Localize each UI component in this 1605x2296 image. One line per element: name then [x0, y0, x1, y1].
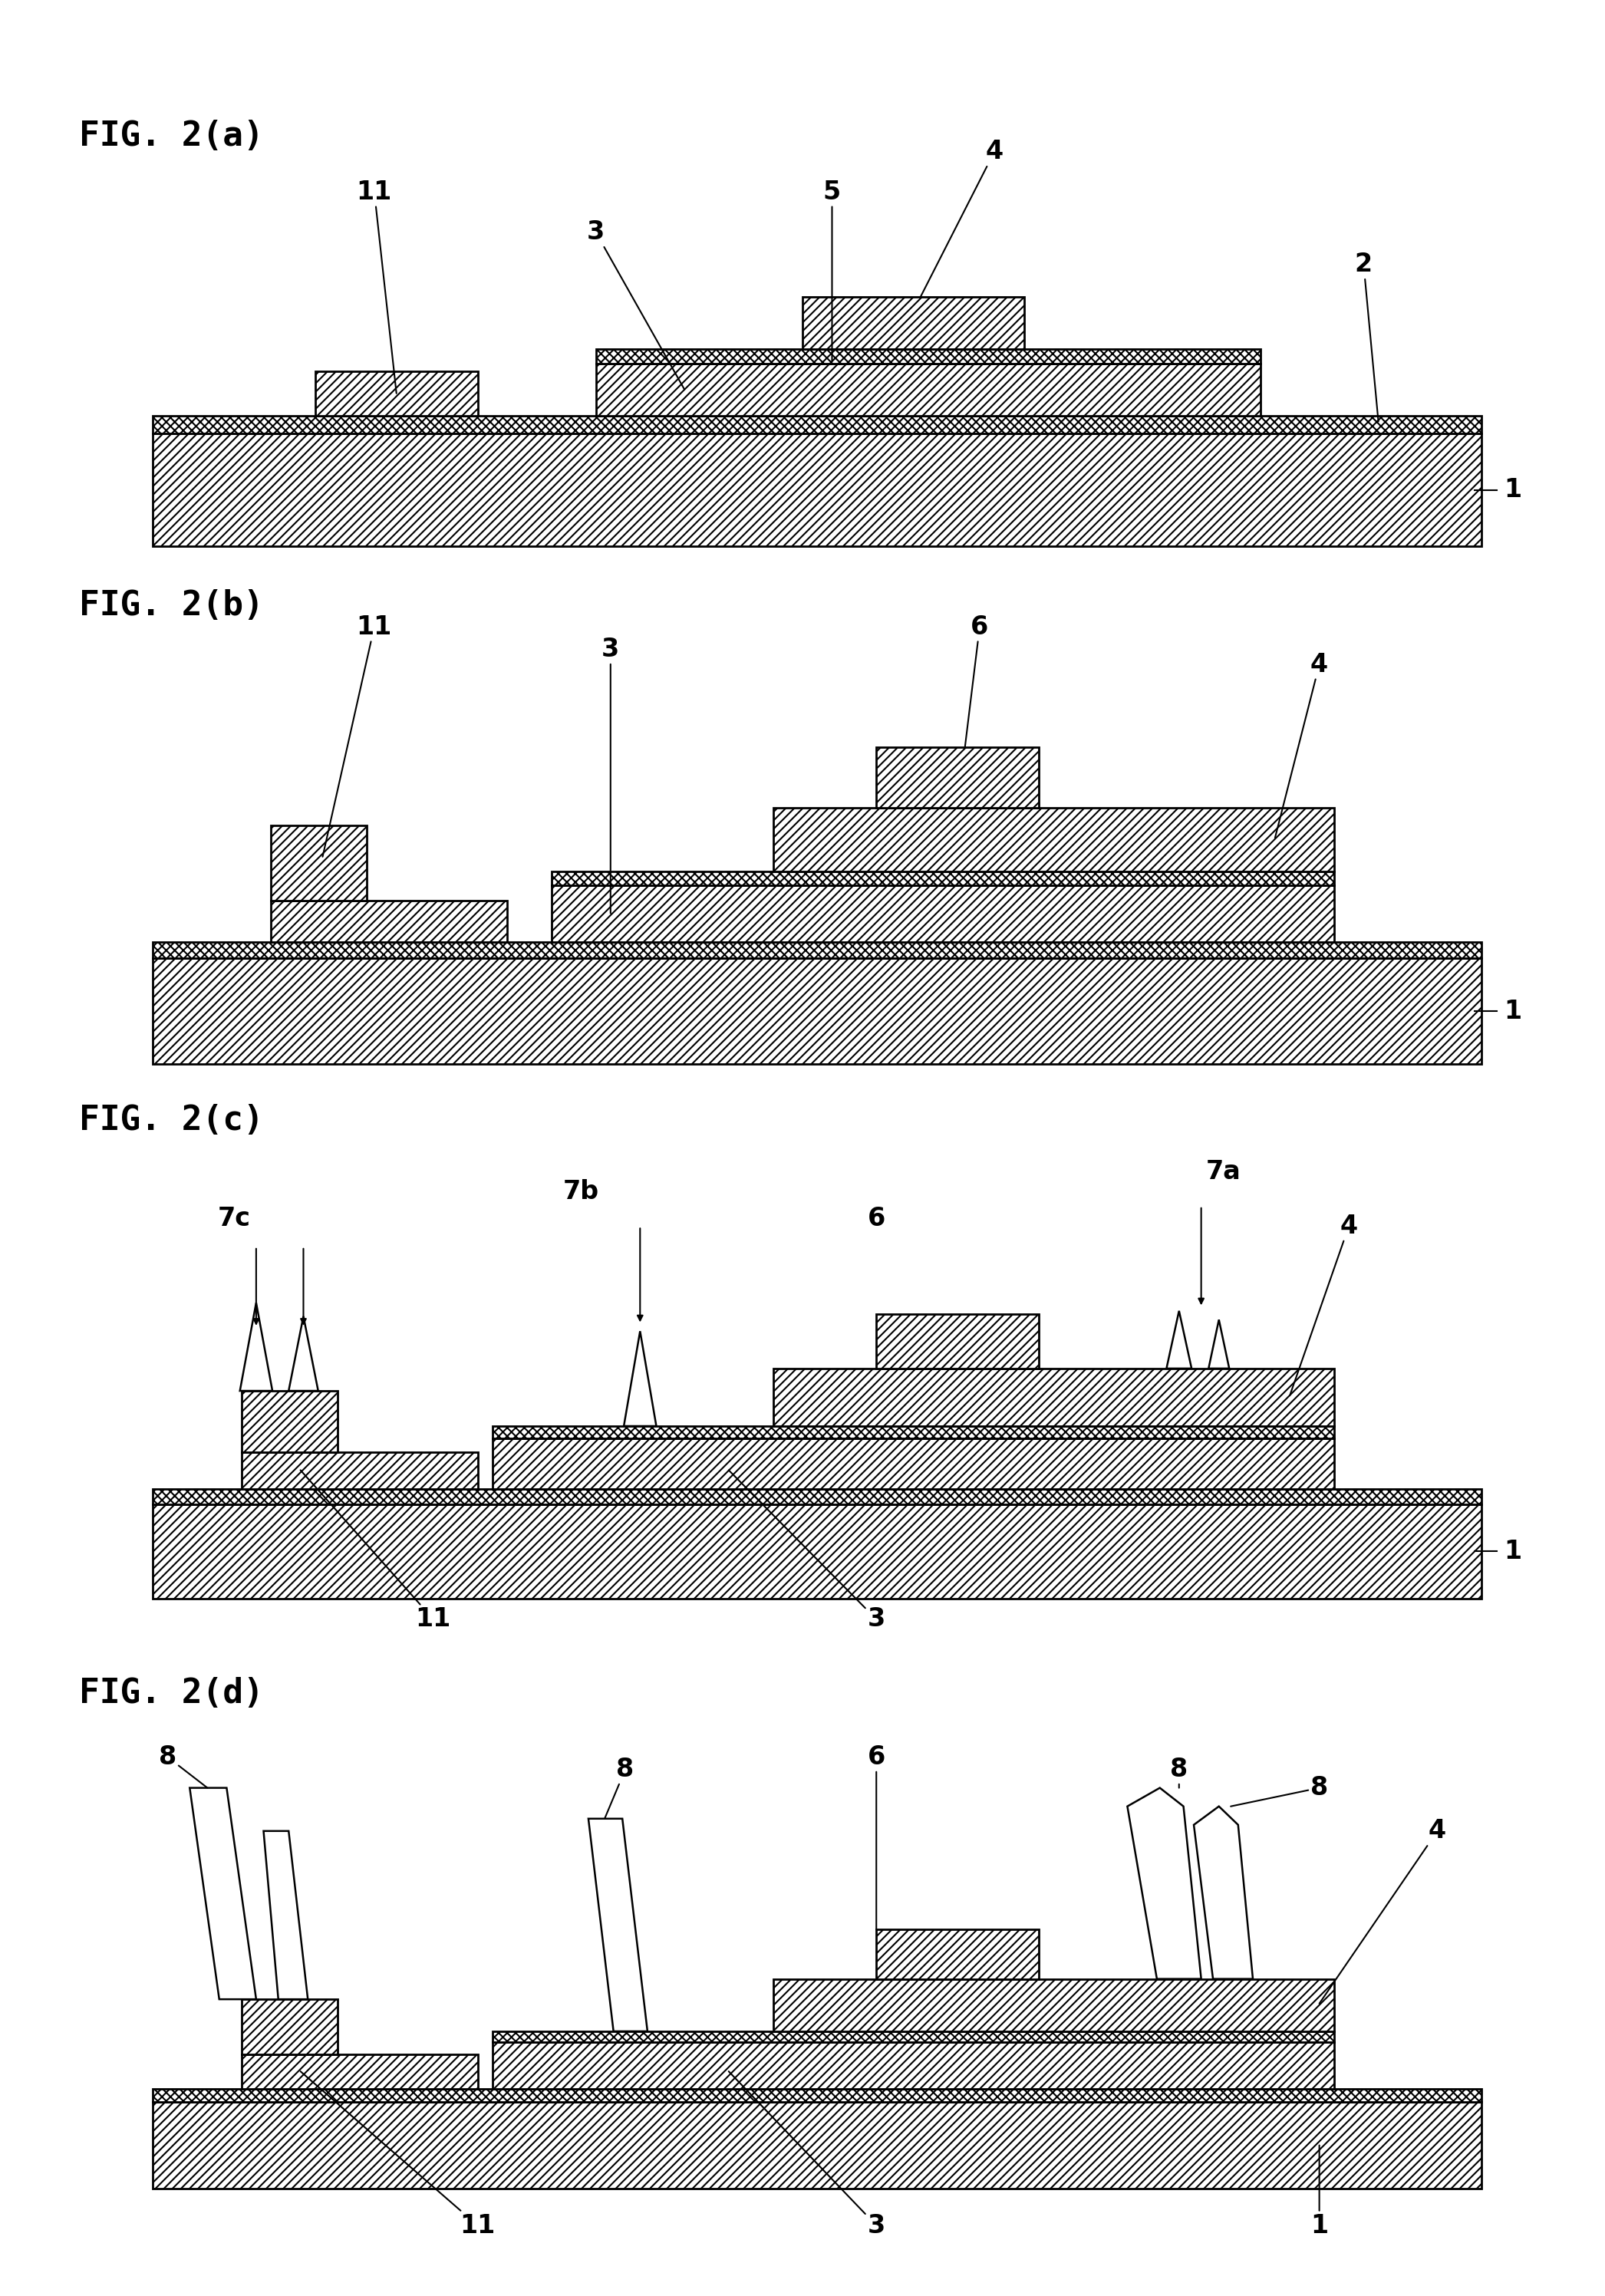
Text: 7a: 7a [1205, 1159, 1241, 1185]
Bar [552, 886, 1334, 941]
Text: 11: 11 [300, 2071, 496, 2239]
Bar [595, 349, 1260, 363]
Bar [493, 1426, 1334, 1437]
Text: FIG. 2(a): FIG. 2(a) [79, 119, 263, 152]
Text: 4: 4 [1274, 652, 1329, 838]
Bar [241, 1391, 337, 1451]
Bar [774, 1368, 1334, 1426]
Bar [152, 2103, 1481, 2188]
Bar [493, 2032, 1334, 2043]
Bar [152, 434, 1481, 546]
Bar [774, 808, 1334, 872]
Text: 6: 6 [965, 613, 989, 748]
Bar [152, 957, 1481, 1063]
Text: 8: 8 [605, 1756, 634, 1818]
Bar [315, 372, 478, 416]
Text: 3: 3 [729, 1469, 886, 1632]
Bar [774, 1979, 1334, 2032]
Text: 6: 6 [867, 1205, 886, 1231]
Bar [152, 941, 1481, 957]
Bar [271, 900, 507, 941]
Text: 3: 3 [729, 2071, 886, 2239]
Bar [152, 1504, 1481, 1598]
Bar [241, 2000, 337, 2055]
Bar [802, 296, 1024, 349]
Text: 4: 4 [1290, 1215, 1358, 1396]
Text: 11: 11 [300, 1469, 451, 1632]
Text: 1: 1 [1504, 478, 1522, 503]
Bar [493, 2043, 1334, 2089]
Text: 8: 8 [1231, 1775, 1329, 1807]
Bar [241, 1451, 478, 1490]
Bar [152, 1490, 1481, 1504]
Bar [876, 1313, 1038, 1368]
Text: 8: 8 [1170, 1756, 1188, 1789]
Bar [152, 2089, 1481, 2103]
Text: 11: 11 [323, 613, 392, 856]
Bar [595, 363, 1260, 416]
Bar [876, 748, 1038, 808]
Bar [876, 1929, 1038, 1979]
Text: 1: 1 [1504, 999, 1522, 1024]
Text: FIG. 2(b): FIG. 2(b) [79, 590, 263, 622]
Text: 3: 3 [587, 220, 684, 390]
Text: 5: 5 [823, 179, 841, 360]
Bar [271, 824, 368, 900]
Bar [552, 872, 1334, 886]
Text: 2: 2 [1355, 253, 1379, 422]
Text: FIG. 2(c): FIG. 2(c) [79, 1104, 263, 1137]
Text: 8: 8 [159, 1745, 207, 1789]
Text: 4: 4 [921, 140, 1003, 296]
Text: 6: 6 [867, 1745, 886, 1929]
Text: FIG. 2(d): FIG. 2(d) [79, 1676, 263, 1711]
Bar [241, 2055, 478, 2089]
Text: 3: 3 [602, 636, 620, 914]
Text: 4: 4 [1319, 1818, 1446, 2004]
Text: 7c: 7c [218, 1205, 250, 1231]
Text: 1: 1 [1504, 1538, 1522, 1564]
Text: 7b: 7b [563, 1180, 599, 1205]
Bar [493, 1437, 1334, 1490]
Text: 1: 1 [1310, 2144, 1329, 2239]
Text: 11: 11 [356, 179, 396, 393]
Bar [152, 416, 1481, 434]
